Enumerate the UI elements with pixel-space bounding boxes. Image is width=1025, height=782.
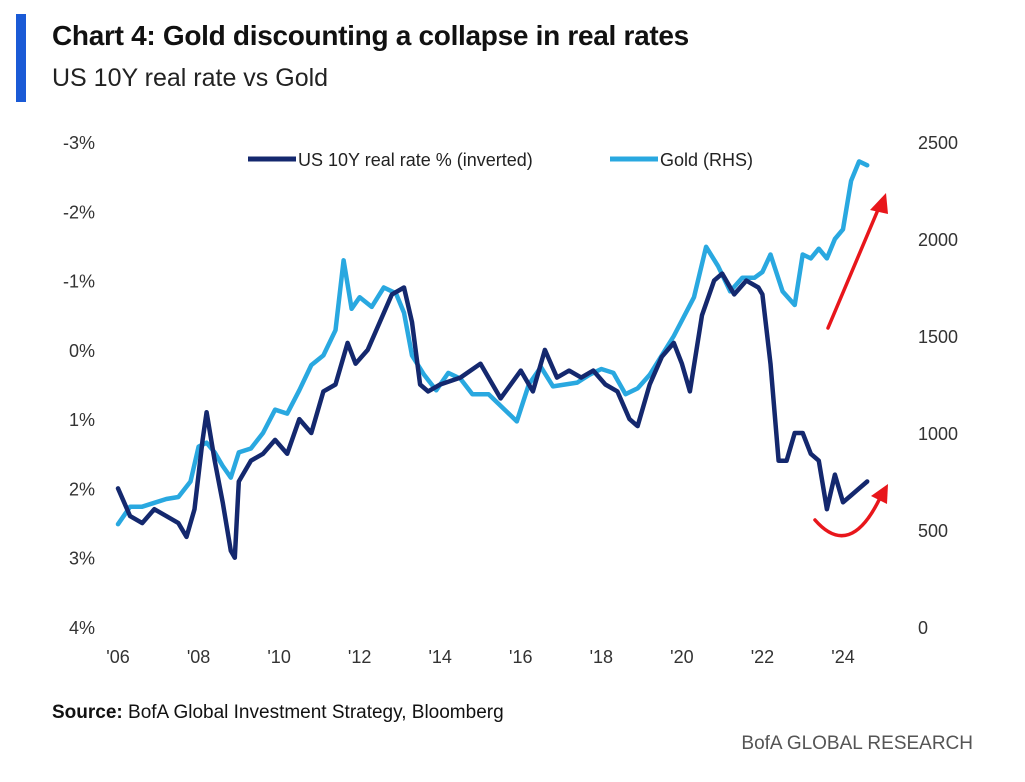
annotations	[813, 193, 888, 538]
right-tick-label: 1500	[918, 327, 958, 347]
right-tick-label: 2000	[918, 230, 958, 250]
real-rate-curved-arrow	[813, 496, 882, 538]
right-tick-label: 500	[918, 521, 948, 541]
left-tick-label: 4%	[69, 618, 95, 638]
source-label: Source:	[52, 702, 123, 723]
left-tick-label: 0%	[69, 341, 95, 361]
x-tick-label: '14	[428, 647, 451, 667]
x-tick-label: '20	[670, 647, 693, 667]
right-tick-label: 2500	[918, 133, 958, 153]
x-tick-label: '16	[509, 647, 532, 667]
chart-title: Chart 4: Gold discounting a collapse in …	[52, 20, 689, 51]
real-rate-arrowhead	[871, 484, 888, 504]
source-note: Source: BofA Global Investment Strategy,…	[52, 702, 504, 724]
x-tick-label: '18	[590, 647, 613, 667]
right-tick-label: 1000	[918, 424, 958, 444]
title-accent-bar	[16, 14, 26, 102]
x-tick-label: '06	[106, 647, 129, 667]
left-tick-label: 1%	[69, 410, 95, 430]
gold-up-arrowhead	[870, 193, 888, 214]
left-tick-label: -1%	[63, 272, 95, 292]
chart-subtitle: US 10Y real rate vs Gold	[52, 64, 329, 92]
x-tick-label: '10	[267, 647, 290, 667]
x-tick-label: '12	[348, 647, 371, 667]
left-tick-label: -2%	[63, 202, 95, 222]
x-axis-ticks: '06 '08 '10 '12 '14 '16 '18 '20 '22 '24	[106, 647, 854, 667]
brand-label: BofA GLOBAL RESEARCH	[741, 733, 973, 754]
legend-label: US 10Y real rate % (inverted)	[298, 150, 533, 170]
gold-up-arrow-shaft	[826, 203, 882, 330]
right-axis-ticks: 2500 2000 1500 1000 500 0	[918, 133, 958, 638]
source-text: BofA Global Investment Strategy, Bloombe…	[122, 702, 504, 723]
left-tick-label: 3%	[69, 549, 95, 569]
x-tick-label: '22	[751, 647, 774, 667]
gold-series-line	[115, 159, 870, 527]
left-axis-ticks: -3% -2% -1% 0% 1% 2% 3% 4%	[63, 133, 95, 638]
left-tick-label: 2%	[69, 479, 95, 499]
series-lines	[115, 159, 870, 560]
x-tick-label: '24	[831, 647, 854, 667]
legend-label: Gold (RHS)	[660, 150, 753, 170]
left-tick-label: -3%	[63, 133, 95, 153]
real-rate-series-line	[115, 271, 870, 560]
x-tick-label: '08	[187, 647, 210, 667]
legend: US 10Y real rate % (inverted) Gold (RHS)	[248, 150, 753, 170]
right-tick-label: 0	[918, 618, 928, 638]
